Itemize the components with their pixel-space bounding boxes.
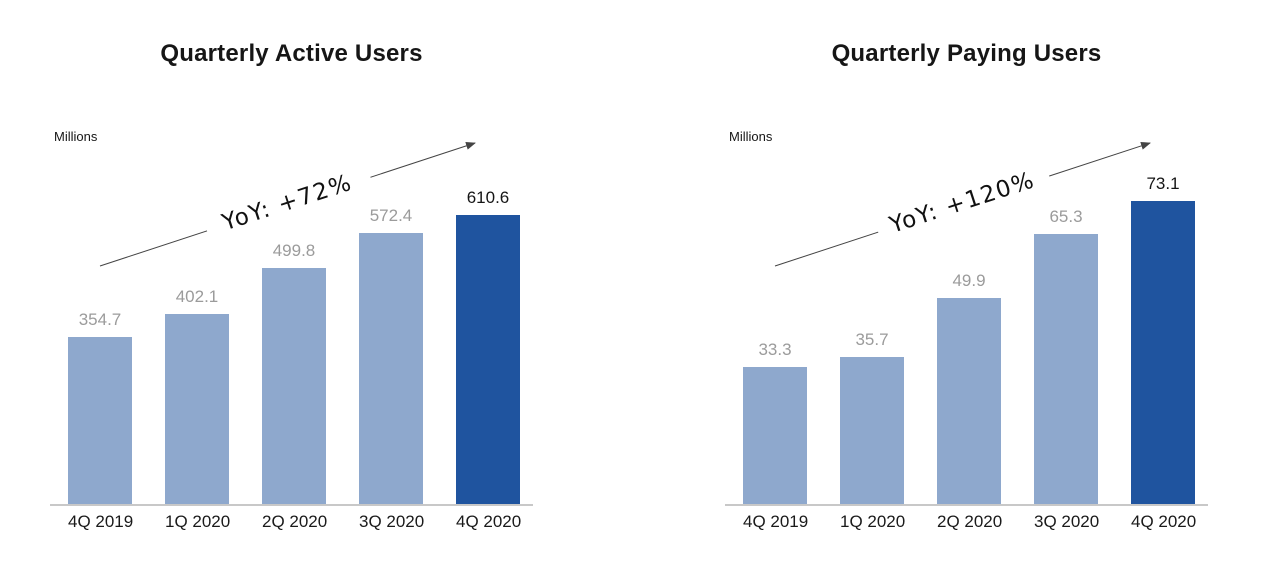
bar-slot: 73.1 bbox=[1131, 174, 1195, 505]
x-axis-line bbox=[50, 504, 533, 506]
bar-value-label: 49.9 bbox=[952, 270, 986, 290]
plot-area: 33.3 35.7 49.9 65.3 73.1 bbox=[743, 174, 1195, 505]
bar-slot: 572.4 bbox=[359, 199, 423, 505]
bar-value-label: 35.7 bbox=[855, 329, 889, 349]
bar-value-label: 499.8 bbox=[272, 240, 316, 260]
bar bbox=[262, 267, 326, 505]
bar bbox=[359, 233, 423, 505]
x-axis-label: 1Q 2020 bbox=[840, 512, 906, 531]
chart-quarterly-active-users: Quarterly Active Users Millions YoY: +72… bbox=[50, 0, 533, 571]
bar-value-label: 33.3 bbox=[758, 339, 792, 359]
bar-slot: 33.3 bbox=[743, 199, 807, 505]
x-axis-label: 3Q 2020 bbox=[359, 512, 425, 531]
x-axis-line bbox=[725, 504, 1208, 506]
bar-highlighted bbox=[1131, 201, 1195, 505]
bar-slot: 402.1 bbox=[165, 199, 229, 505]
bar bbox=[840, 356, 904, 505]
bar bbox=[743, 366, 807, 505]
bar-value-label: 65.3 bbox=[1049, 206, 1083, 226]
bar-slot: 499.8 bbox=[262, 199, 326, 505]
x-axis-labels: 4Q 2019 1Q 2020 2Q 2020 3Q 2020 4Q 2020 bbox=[743, 512, 1197, 532]
plot-area: 354.7 402.1 499.8 572.4 610.6 bbox=[68, 188, 520, 505]
x-axis-label: 4Q 2020 bbox=[456, 512, 522, 531]
x-axis-label: 4Q 2019 bbox=[743, 512, 809, 531]
bar-value-label: 73.1 bbox=[1146, 174, 1180, 194]
bar-highlighted bbox=[456, 215, 520, 505]
y-axis-unit-label: Millions bbox=[729, 129, 773, 144]
x-axis-label: 3Q 2020 bbox=[1034, 512, 1100, 531]
x-axis-label: 4Q 2020 bbox=[1131, 512, 1197, 531]
chart-quarterly-paying-users: Quarterly Paying Users Millions YoY: +12… bbox=[725, 0, 1208, 571]
x-axis-label: 4Q 2019 bbox=[68, 512, 134, 531]
bar-slot: 610.6 bbox=[456, 188, 520, 505]
bar-value-label: 354.7 bbox=[78, 309, 122, 329]
bar-slot: 65.3 bbox=[1034, 199, 1098, 505]
bar bbox=[1034, 233, 1098, 505]
bar bbox=[68, 336, 132, 505]
x-axis-label: 2Q 2020 bbox=[262, 512, 328, 531]
chart-title: Quarterly Paying Users bbox=[831, 40, 1102, 67]
bar-value-label: 610.6 bbox=[466, 188, 510, 208]
bar-slot: 35.7 bbox=[840, 199, 904, 505]
chart-title: Quarterly Active Users bbox=[160, 40, 423, 67]
bar-slot: 49.9 bbox=[937, 199, 1001, 505]
y-axis-unit-label: Millions bbox=[54, 129, 98, 144]
x-axis-label: 1Q 2020 bbox=[165, 512, 231, 531]
x-axis-labels: 4Q 2019 1Q 2020 2Q 2020 3Q 2020 4Q 2020 bbox=[68, 512, 522, 532]
bar bbox=[937, 297, 1001, 505]
bar-value-label: 402.1 bbox=[175, 287, 219, 307]
bar bbox=[165, 314, 229, 505]
x-axis-label: 2Q 2020 bbox=[937, 512, 1003, 531]
bar-value-label: 572.4 bbox=[369, 206, 413, 226]
bar-slot: 354.7 bbox=[68, 199, 132, 505]
